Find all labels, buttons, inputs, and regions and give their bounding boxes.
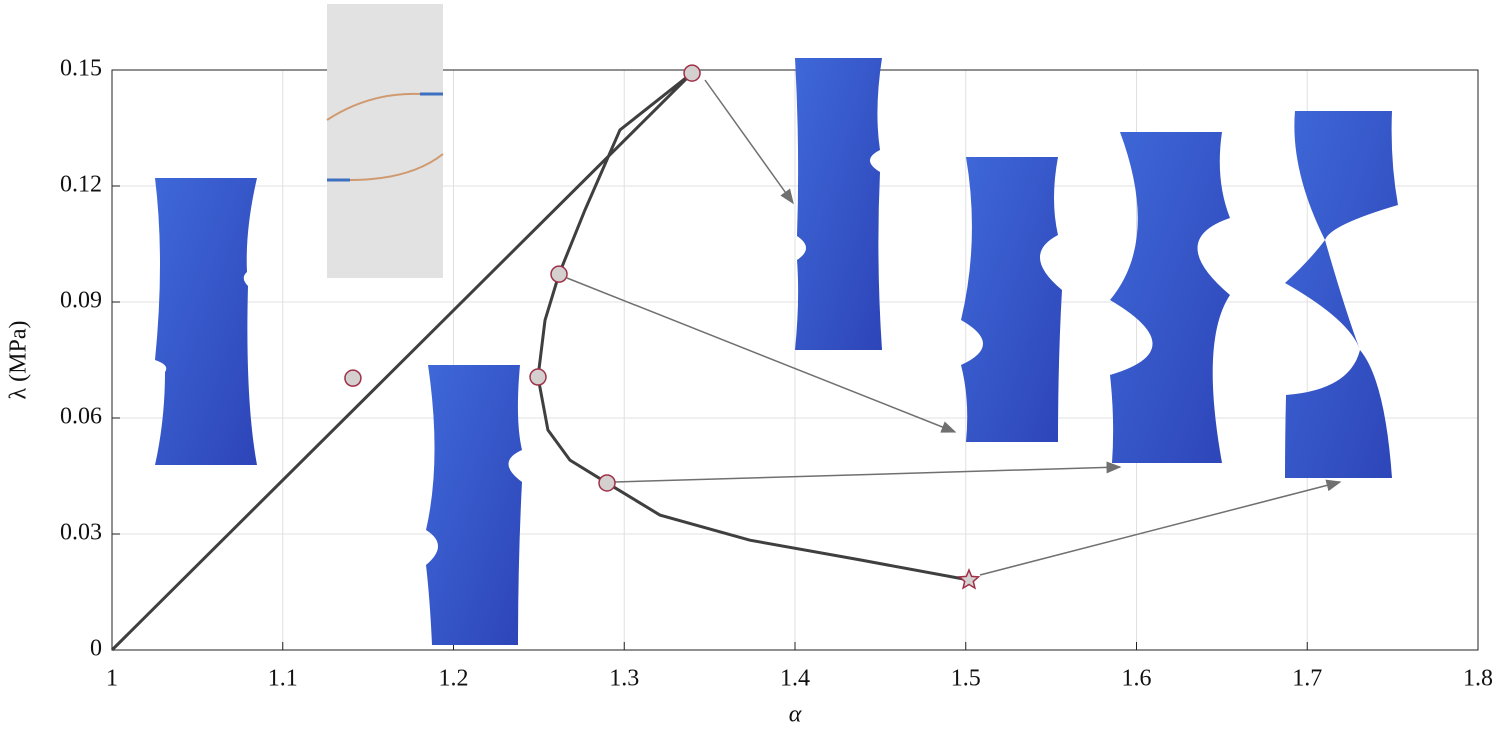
y-tick-label: 0.12: [60, 172, 102, 198]
plot-frame: [111, 69, 1479, 651]
y-tick-label: 0.03: [60, 520, 102, 546]
x-tick-label: 1.5: [951, 666, 981, 692]
arrow: [614, 461, 1122, 483]
specimen: [961, 157, 1062, 442]
crack-path: [326, 92, 421, 121]
inset-box: [327, 4, 443, 278]
y-axis-label: λ (MPa): [6, 321, 32, 400]
crack-path: [349, 153, 444, 181]
star-marker: [957, 568, 981, 590]
x-tick-label: 1.7: [1292, 666, 1322, 692]
specimen: [155, 178, 257, 465]
x-axis-label: α: [789, 702, 802, 728]
y-tick-label: 0.09: [60, 288, 102, 314]
y-tick-label: 0.15: [60, 56, 102, 82]
x-tick-label: 1.3: [609, 666, 639, 692]
arrow: [704, 79, 794, 205]
specimen: [795, 58, 882, 350]
x-tick-label: 1: [106, 666, 118, 692]
point-marker: [550, 265, 568, 283]
y-tick-label: 0: [90, 636, 102, 662]
arrow: [566, 277, 957, 433]
point-marker: [529, 368, 547, 386]
specimen: [426, 365, 522, 645]
point-marker: [598, 474, 616, 492]
specimen: [1285, 111, 1398, 478]
arrow: [979, 479, 1342, 576]
x-tick-label: 1.1: [268, 666, 298, 692]
curve: [110, 71, 970, 652]
point-marker: [683, 64, 701, 82]
point-marker: [344, 369, 362, 387]
x-tick-label: 1.8: [1463, 666, 1493, 692]
x-tick-label: 1.4: [780, 666, 810, 692]
x-tick-label: 1.2: [439, 666, 469, 692]
specimen: [1110, 132, 1230, 463]
insets: [155, 4, 1398, 645]
x-tick-label: 1.6: [1122, 666, 1152, 692]
y-tick-label: 0.06: [60, 404, 102, 430]
